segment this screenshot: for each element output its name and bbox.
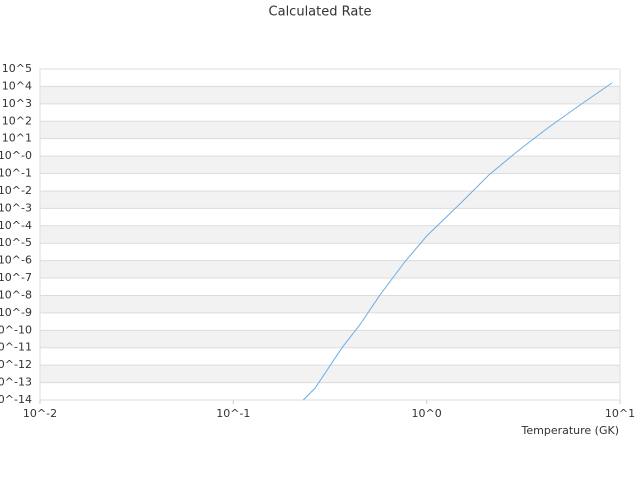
chart-title: Calculated Rate xyxy=(269,5,372,20)
y-tick-label: 10^3 xyxy=(2,97,32,110)
y-tick-label: 10^-5 xyxy=(0,236,32,249)
y-tick-label: 10^-1 xyxy=(0,167,32,180)
grid-band xyxy=(40,365,620,383)
grid-band xyxy=(40,225,620,244)
x-tick-label: 10^1 xyxy=(605,407,635,420)
grid-band xyxy=(40,121,620,139)
data-line xyxy=(302,82,613,401)
grid-band xyxy=(40,330,620,348)
y-tick-label: 10^-0 xyxy=(0,149,32,162)
grid-band xyxy=(40,295,620,313)
y-tick-label: 10^-3 xyxy=(0,201,32,214)
grid-band xyxy=(40,156,620,174)
y-tick-label: 10^-10 xyxy=(0,323,32,336)
y-tick-label: 10^-9 xyxy=(0,306,32,319)
x-axis-label: Temperature (GK) xyxy=(521,424,620,437)
grid-band xyxy=(40,190,620,209)
y-tick-label: 10^-4 xyxy=(0,219,32,232)
y-tick-label: 10^-7 xyxy=(0,271,32,284)
y-tick-label: 10^-12 xyxy=(0,358,32,371)
x-tick-label: 10^-1 xyxy=(216,407,250,420)
grid-band xyxy=(40,86,620,104)
y-tick-label: 10^-14 xyxy=(0,393,32,406)
y-tick-label: 10^-6 xyxy=(0,254,32,267)
y-tick-label: 10^-13 xyxy=(0,376,32,389)
y-tick-label: 10^-8 xyxy=(0,288,32,301)
y-tick-label: 10^1 xyxy=(2,132,32,145)
y-tick-label: 10^4 xyxy=(2,79,32,92)
x-tick-label: 10^0 xyxy=(412,407,442,420)
y-tick-label: 10^-2 xyxy=(0,184,32,197)
grid-band xyxy=(40,260,620,279)
y-tick-label: 10^5 xyxy=(2,62,32,75)
x-tick-label: 10^-2 xyxy=(23,407,57,420)
y-tick-label: 10^2 xyxy=(2,114,32,127)
y-tick-label: 10^-11 xyxy=(0,341,32,354)
plot-frame xyxy=(39,68,621,401)
